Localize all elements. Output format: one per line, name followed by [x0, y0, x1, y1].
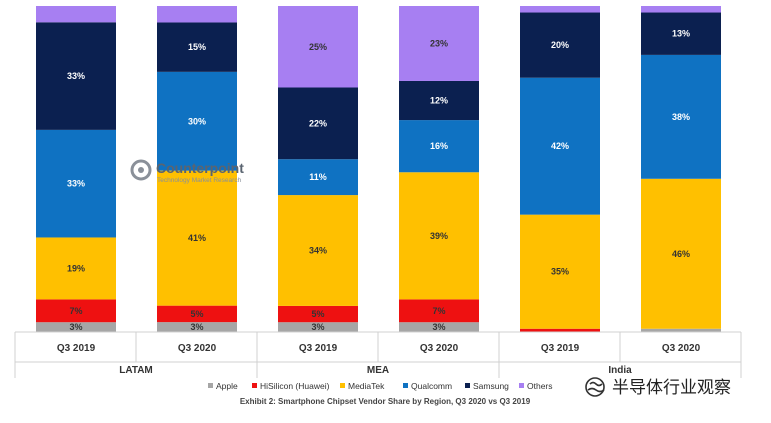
- x-tick-label: Q3 2019: [57, 343, 96, 354]
- x-tick-label: Q3 2020: [420, 343, 459, 354]
- bar-segment-samsung: [157, 22, 237, 72]
- bar-segment-qualcomm: [278, 159, 358, 196]
- legend-swatch: [519, 383, 524, 388]
- data-label: 33%: [67, 71, 85, 81]
- data-label: 11%: [309, 172, 327, 182]
- bar-segment-others: [36, 6, 116, 23]
- data-label: 7%: [69, 306, 82, 316]
- x-tick-label: Q3 2019: [299, 343, 338, 354]
- data-label: 12%: [430, 96, 448, 106]
- data-label: 5%: [190, 309, 203, 319]
- legend-entry: Samsung: [473, 381, 509, 391]
- data-label: 5%: [311, 309, 324, 319]
- bar-segment-mediatek: [278, 195, 358, 306]
- bar-segment-qualcomm: [641, 54, 721, 179]
- bar-segment-samsung: [399, 80, 479, 121]
- bar-segment-others: [399, 6, 479, 81]
- legend-swatch: [208, 383, 213, 388]
- data-label: 16%: [430, 141, 448, 151]
- counterpoint-watermark: Counterpoint Technology Market Research: [130, 159, 244, 184]
- region-label: LATAM: [119, 365, 153, 376]
- bar-segment-apple: [399, 322, 479, 332]
- legend-entry: HiSilicon (Huawei): [260, 381, 330, 391]
- data-label: 33%: [67, 179, 85, 189]
- data-label: 22%: [309, 118, 327, 128]
- bar-segment-others: [157, 6, 237, 23]
- legend: Apple HiSilicon (Huawei) MediaTek Qualcomm S…: [208, 381, 553, 391]
- legend-entry: Qualcomm: [411, 381, 452, 391]
- bar-segment-others: [520, 6, 600, 13]
- bar-segment-mediatek: [520, 214, 600, 329]
- data-label: 38%: [672, 112, 690, 122]
- legend-swatch: [252, 383, 257, 388]
- data-label: 39%: [430, 231, 448, 241]
- bar-segment-others: [641, 6, 721, 13]
- bar-segment-mediatek: [399, 172, 479, 300]
- counterpoint-logo-icon: [130, 159, 152, 181]
- bar-segment-hisilicon-huawei-: [399, 299, 479, 323]
- bar-segment-hisilicon-huawei-: [157, 305, 237, 323]
- bar-segment-mediatek: [36, 237, 116, 300]
- bar-segment-qualcomm: [399, 120, 479, 173]
- bar-segment-hisilicon-huawei-: [36, 299, 116, 323]
- data-label: 3%: [432, 322, 445, 332]
- x-tick-label: Q3 2020: [178, 343, 217, 354]
- bar-segment-qualcomm: [520, 77, 600, 215]
- wechat-watermark: 半导体行业观察: [585, 377, 731, 398]
- region-label: India: [608, 365, 632, 376]
- legend-swatch: [340, 383, 345, 388]
- bar-segment-mediatek: [641, 178, 721, 329]
- x-tick-label: Q3 2019: [541, 343, 580, 354]
- bar-segment-qualcomm: [157, 71, 237, 171]
- bar-segment-samsung: [278, 87, 358, 160]
- legend-entry: Others: [527, 381, 553, 391]
- data-label: 20%: [551, 40, 569, 50]
- bar-segment-hisilicon-huawei-: [520, 328, 600, 332]
- legend-swatch: [465, 383, 470, 388]
- bar-segment-others: [278, 6, 358, 88]
- bar-segment-apple: [36, 322, 116, 332]
- data-label: 46%: [672, 249, 690, 259]
- legend-entry: Apple: [216, 381, 238, 391]
- region-label: MEA: [367, 365, 389, 376]
- data-label: 23%: [430, 38, 448, 48]
- bar-segment-samsung: [641, 12, 721, 55]
- data-label: 30%: [188, 116, 206, 126]
- data-label: 42%: [551, 141, 569, 151]
- chart-title: Exhibit 2: Smartphone Chipset Vendor Sha…: [240, 397, 531, 406]
- legend-swatch: [403, 383, 408, 388]
- data-label: 41%: [188, 233, 206, 243]
- stacked-bars: 3% 7% 19% 33% 33% 3% 5% 41% 30% 15% 3% 5% 34% 11% 22% 2…: [36, 6, 721, 332]
- bar-segment-mediatek: [157, 170, 237, 306]
- bar-segment-samsung: [36, 22, 116, 130]
- data-label: 19%: [67, 263, 85, 273]
- data-label: 35%: [551, 267, 569, 277]
- bar-segment-qualcomm: [36, 129, 116, 238]
- category-axis-table: Q3 2019 Q3 2020 Q3 2019 Q3 2020 Q3 2019 Q3 20…: [14, 331, 742, 378]
- data-label: 15%: [188, 42, 206, 52]
- x-tick-label: Q3 2020: [662, 343, 701, 354]
- data-label: 3%: [190, 322, 203, 332]
- data-label: 7%: [432, 306, 445, 316]
- data-label: 13%: [672, 29, 690, 39]
- wechat-logo-icon: [585, 377, 605, 397]
- bar-segment-apple: [157, 322, 237, 332]
- data-label: 3%: [69, 322, 82, 332]
- bar-segment-apple: [278, 322, 358, 332]
- watermark-brand: Counterpoint: [156, 160, 244, 176]
- legend-entry: MediaTek: [348, 381, 385, 391]
- bar-segment-hisilicon-huawei-: [278, 305, 358, 323]
- data-label: 25%: [309, 42, 327, 52]
- bar-segment-apple: [641, 328, 721, 332]
- data-label: 3%: [311, 322, 324, 332]
- watermark-tagline: Technology Market Research: [157, 177, 242, 184]
- bar-segment-samsung: [520, 12, 600, 78]
- data-label: 34%: [309, 246, 327, 256]
- wechat-watermark-text: 半导体行业观察: [612, 378, 731, 398]
